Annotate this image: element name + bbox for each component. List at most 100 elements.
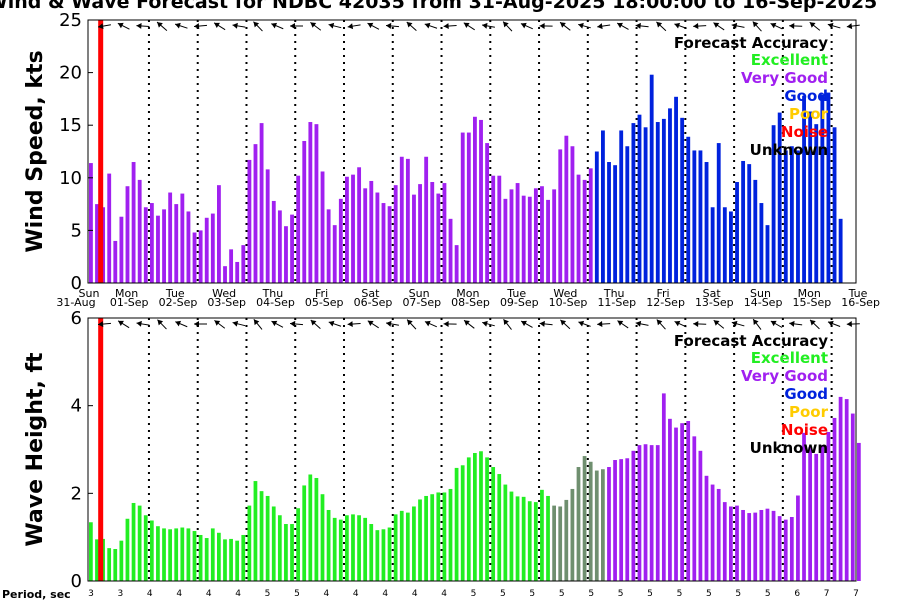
wind-bar [345, 176, 349, 283]
wave-bar [729, 506, 733, 581]
arrow-head [232, 22, 238, 29]
wave-direction-arrow [674, 320, 687, 328]
wind-bar [747, 164, 752, 283]
wind-legend-title: Forecast Accuracy [674, 34, 828, 52]
wind-bar [607, 162, 611, 283]
wave-bar [436, 492, 441, 581]
wind-bar [149, 203, 154, 283]
wave-bar [149, 520, 154, 581]
wave-direction-arrow [271, 320, 284, 328]
wind-ytick-label: 5 [71, 220, 82, 241]
wave-bar [229, 538, 233, 581]
day-name-label: Sat [361, 287, 380, 300]
period-tick: 5 [765, 589, 771, 599]
wind-ytick-label: 20 [59, 63, 82, 84]
arrow-head [635, 22, 641, 29]
wind-direction-arrow [310, 21, 322, 31]
wave-bar [223, 539, 227, 581]
wind-direction-arrow [406, 21, 417, 32]
wind-direction-arrow [539, 22, 553, 29]
wave-bar [710, 484, 715, 581]
wave-bar [375, 530, 380, 581]
wind-bar [296, 175, 301, 283]
wave-bar [594, 470, 599, 581]
wave-bar [168, 529, 172, 581]
wave-bar [674, 427, 678, 581]
wind-bar [838, 218, 843, 283]
wave-direction-arrow [846, 321, 860, 328]
wave-bar [515, 496, 520, 581]
wind-bar [125, 186, 130, 283]
wave-bar [253, 481, 258, 581]
day-date-label: 04-Sep [256, 296, 295, 309]
arrow-head [407, 319, 413, 326]
wind-bar [363, 188, 368, 283]
period-tick: 4 [206, 589, 212, 599]
wave-ytick-label: 2 [71, 483, 82, 504]
wave-direction-arrow [232, 320, 246, 327]
wind-bar [412, 194, 416, 283]
wave-bar [320, 494, 325, 581]
arrow-head [98, 23, 104, 30]
wind-bar [710, 207, 715, 283]
period-tick: 5 [265, 589, 271, 599]
wave-bar [631, 450, 636, 581]
arrow-head [789, 22, 795, 29]
wind-bar [594, 151, 599, 283]
wave-bar [552, 505, 556, 581]
period-tick: 7 [824, 589, 830, 599]
wind-bar [308, 122, 313, 283]
wind-bar [485, 143, 490, 283]
wind-bar [521, 195, 526, 283]
wind-direction-arrow [635, 22, 649, 29]
period-tick: 4 [324, 589, 330, 599]
wind-bar [783, 150, 788, 283]
wave-bar [412, 506, 416, 581]
wind-bar [143, 207, 148, 283]
day-name-label: Fri [315, 287, 328, 300]
arrow-head [98, 321, 104, 328]
arrow-head [539, 320, 545, 327]
arrow-head [136, 320, 142, 327]
wind-direction-arrow [731, 22, 745, 29]
wave-bar [704, 475, 709, 581]
wind-bar [223, 266, 227, 283]
wave-bar [607, 467, 611, 581]
arrow-head [214, 22, 220, 29]
arrow-head [521, 320, 527, 327]
wave-bar [668, 418, 672, 581]
wind-bar [698, 150, 703, 283]
wave-bar [570, 488, 575, 581]
wave-plot-frame [87, 317, 857, 582]
wind-bar [674, 96, 678, 283]
period-axis-label: Period, sec [2, 588, 71, 600]
wave-bar [485, 457, 489, 581]
arrow-head [194, 321, 199, 327]
day-name-label: Wed [553, 287, 577, 300]
wave-ylabel: Wave Height, ft [23, 352, 48, 547]
arrow-head [482, 320, 488, 327]
wave-legend-title: Forecast Accuracy [674, 332, 828, 350]
day-name-label: Mon [115, 287, 138, 300]
arrow-head [520, 22, 527, 29]
arrow-head [731, 22, 738, 29]
wave-direction-arrow [328, 320, 342, 327]
wave-bar [826, 431, 831, 581]
wind-direction-arrow [156, 21, 168, 31]
day-name-label: Fri [656, 287, 669, 300]
arrow-head [846, 321, 852, 328]
wind-bar [509, 189, 514, 283]
day-name-label: Thu [262, 287, 284, 300]
wind-bar [680, 117, 685, 283]
wind-bar [497, 175, 502, 283]
day-name-label: Tue [506, 287, 526, 300]
arrow-head [386, 320, 392, 327]
period-tick: 6 [794, 589, 800, 599]
wind-bar [247, 159, 252, 283]
wave-direction-arrow [503, 318, 512, 330]
wind-bar [527, 196, 532, 283]
wave-bar [89, 522, 93, 581]
wave-bar [192, 531, 197, 581]
wind-bar [375, 192, 380, 283]
wind-ytick-label: 15 [59, 115, 82, 136]
